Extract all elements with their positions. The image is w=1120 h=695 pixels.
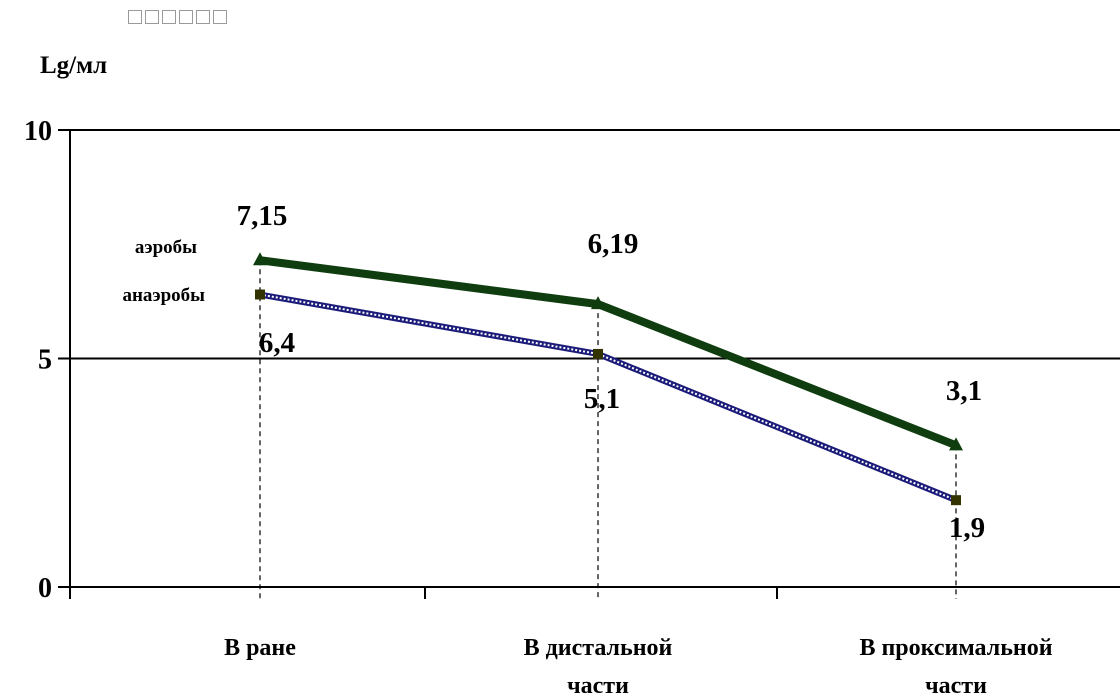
data-label-aerobes: 6,19 xyxy=(588,228,639,260)
x-tick-label: В ране xyxy=(224,635,296,661)
data-label-anaerobes: 6,4 xyxy=(259,327,295,359)
data-point-aerobes xyxy=(253,252,267,266)
data-label-anaerobes: 1,9 xyxy=(949,512,985,544)
missing-glyph-boxes xyxy=(128,10,229,24)
data-point-anaerobes xyxy=(951,495,961,506)
series-label-aerobes: аэробы xyxy=(135,237,197,258)
series-label-anaerobes: анаэробы xyxy=(122,285,205,306)
data-point-aerobes xyxy=(949,437,963,451)
x-tick-label: В проксимальной части xyxy=(859,635,1052,695)
data-point-aerobes xyxy=(591,296,605,310)
data-point-anaerobes xyxy=(255,289,265,300)
y-tick-label: 0 xyxy=(38,573,52,604)
y-tick-label: 5 xyxy=(38,345,52,376)
y-axis-label: Lg/мл xyxy=(40,52,108,79)
data-label-aerobes: 7,15 xyxy=(237,200,288,232)
data-label-anaerobes: 5,1 xyxy=(584,383,620,415)
series-line-aerobes xyxy=(259,256,958,450)
data-point-anaerobes xyxy=(593,348,603,359)
y-tick-label: 10 xyxy=(24,116,52,147)
series-line-anaerobes-hatch xyxy=(259,293,957,502)
x-tick-label: В дистальной части xyxy=(524,635,673,695)
data-label-aerobes: 3,1 xyxy=(946,375,982,407)
